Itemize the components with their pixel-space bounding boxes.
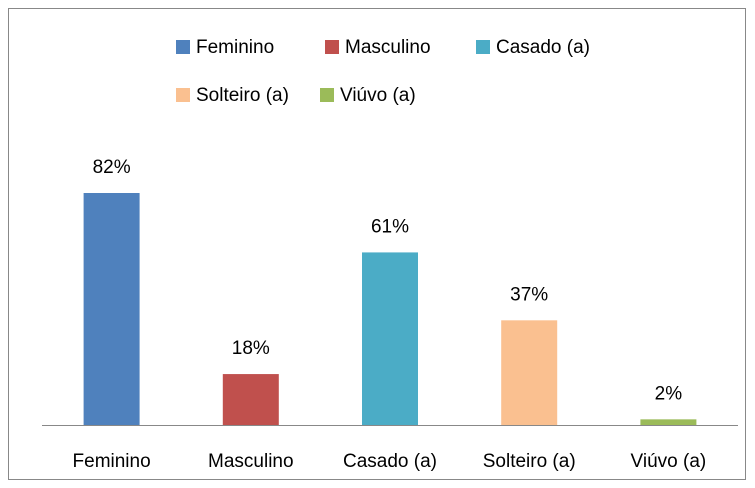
value-label: 82% [93, 157, 131, 178]
legend-label: Feminino [196, 37, 274, 58]
x-tick-label: Feminino [73, 451, 151, 472]
legend-label: Viúvo (a) [340, 85, 416, 106]
bar [83, 193, 140, 425]
legend-swatch [325, 40, 339, 54]
bar [362, 252, 418, 425]
x-tick-label: Viúvo (a) [631, 451, 707, 472]
legend-swatch [320, 88, 334, 102]
value-label: 61% [371, 216, 409, 237]
legend-swatch [476, 40, 490, 54]
value-label: 37% [510, 284, 548, 305]
value-label: 18% [232, 338, 270, 359]
x-tick-label: Casado (a) [343, 451, 437, 472]
x-tick-label: Masculino [208, 451, 294, 472]
legend-swatch [176, 40, 190, 54]
bar [640, 419, 697, 425]
bar [222, 374, 279, 425]
legend-label: Casado (a) [496, 37, 590, 58]
legend-label: Solteiro (a) [196, 85, 289, 106]
legend-label: Masculino [345, 37, 431, 58]
bar [501, 320, 558, 425]
x-tick-label: Solteiro (a) [483, 451, 576, 472]
value-label: 2% [655, 383, 683, 404]
legend-swatch [176, 88, 190, 102]
